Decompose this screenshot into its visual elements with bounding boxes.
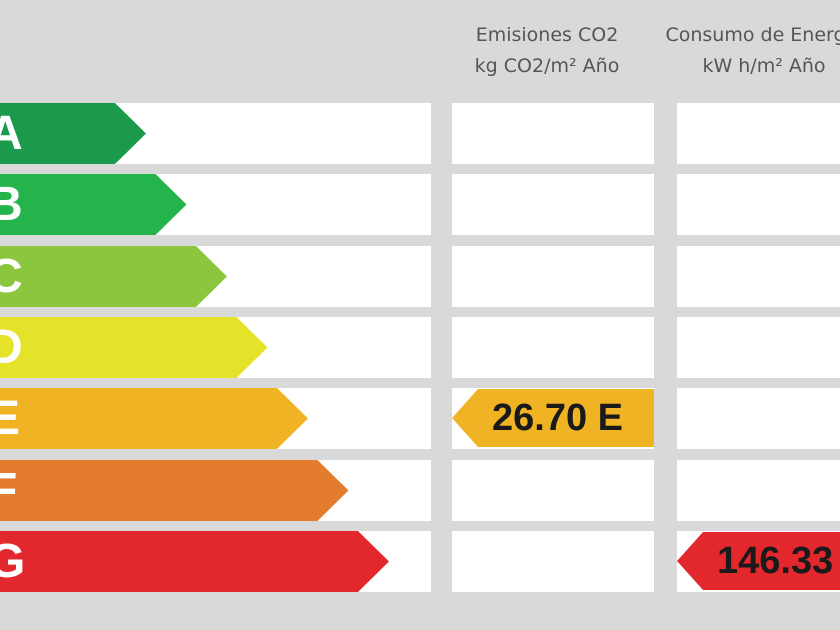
emissions-cell [452, 103, 654, 164]
energy-column-header: Consumo de Energía kW h/m² Año [664, 20, 840, 82]
emissions-rating-pointer: 26.70 E [452, 389, 654, 447]
grade-arrow-g: G [0, 531, 389, 592]
energy-cell [677, 317, 840, 378]
energy-rating-pointer: 146.33 G [677, 532, 840, 590]
emissions-header-title: Emisiones CO2 [475, 24, 619, 46]
energy-rating-pointer-value: 146.33 G [717, 540, 840, 582]
emissions-cell [452, 460, 654, 521]
energy-cell [677, 460, 840, 521]
grade-arrow-c: C [0, 246, 227, 307]
grade-arrow-a: A [0, 103, 146, 164]
energy-cell [677, 103, 840, 164]
emissions-cell [452, 246, 654, 307]
grade-arrow-b: B [0, 174, 187, 235]
grade-arrow-e: E [0, 388, 308, 449]
energy-cell [677, 174, 840, 235]
grade-letter: B [0, 178, 23, 231]
grade-letter: A [0, 107, 23, 160]
grade-letter: E [0, 392, 21, 445]
emissions-cell [452, 317, 654, 378]
grade-letter: D [0, 321, 23, 374]
energy-cell [677, 388, 840, 449]
grade-letter: G [0, 535, 26, 588]
energy-header-unit: kW h/m² Año [702, 55, 826, 77]
energy-header-title: Consumo de Energía [665, 24, 840, 46]
emissions-column-header: Emisiones CO2 kg CO2/m² Año [452, 20, 642, 82]
grade-arrow-d: D [0, 317, 268, 378]
emissions-cell [452, 531, 654, 592]
emissions-header-unit: kg CO2/m² Año [474, 55, 620, 77]
grade-arrow-f: F [0, 460, 349, 521]
emissions-rating-pointer-value: 26.70 E [492, 397, 623, 439]
emissions-cell [452, 174, 654, 235]
grade-letter: C [0, 250, 23, 303]
grade-letter: F [0, 464, 18, 517]
energy-cell [677, 246, 840, 307]
